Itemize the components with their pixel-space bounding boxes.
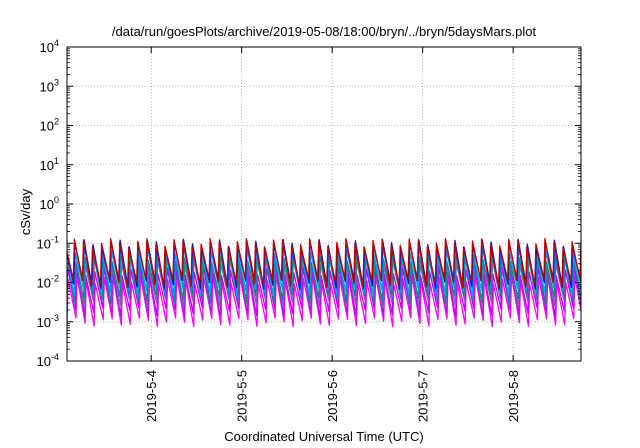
x-axis-label: Coordinated Universal Time (UTC) [224, 429, 423, 444]
series-layer [67, 237, 581, 328]
x-tick-label: 2019-5-8 [506, 370, 521, 422]
y-tick-label: 10-2 [37, 274, 59, 291]
y-tick-label: 100 [40, 195, 59, 212]
y-tick-label: 103 [40, 77, 59, 94]
y-axis: 10-4 10-3 10-2 10-1 100 101 102 103 104 [37, 38, 581, 369]
x-tick-label: 2019-5-4 [144, 370, 159, 422]
y-tick-label: 10-3 [37, 313, 59, 330]
y-tick-label: 104 [40, 38, 59, 55]
x-axis: 2019-5-4 2019-5-5 2019-5-6 2019-5-7 2019-5-8 [144, 47, 521, 422]
x-tick-label: 2019-5-6 [325, 370, 340, 422]
y-tick-label: 10-1 [37, 234, 59, 251]
x-tick-label: 2019-5-7 [416, 370, 431, 422]
chart-title: /data/run/goesPlots/archive/2019-05-08/1… [112, 24, 537, 39]
grid-lines [67, 47, 581, 361]
y-tick-label: 10-4 [37, 352, 59, 369]
series-line [67, 237, 581, 289]
x-tick-label: 2019-5-5 [235, 370, 250, 422]
y-axis-label: cSv/day [18, 188, 33, 235]
y-tick-label: 101 [40, 156, 59, 173]
y-tick-label: 102 [40, 117, 59, 134]
